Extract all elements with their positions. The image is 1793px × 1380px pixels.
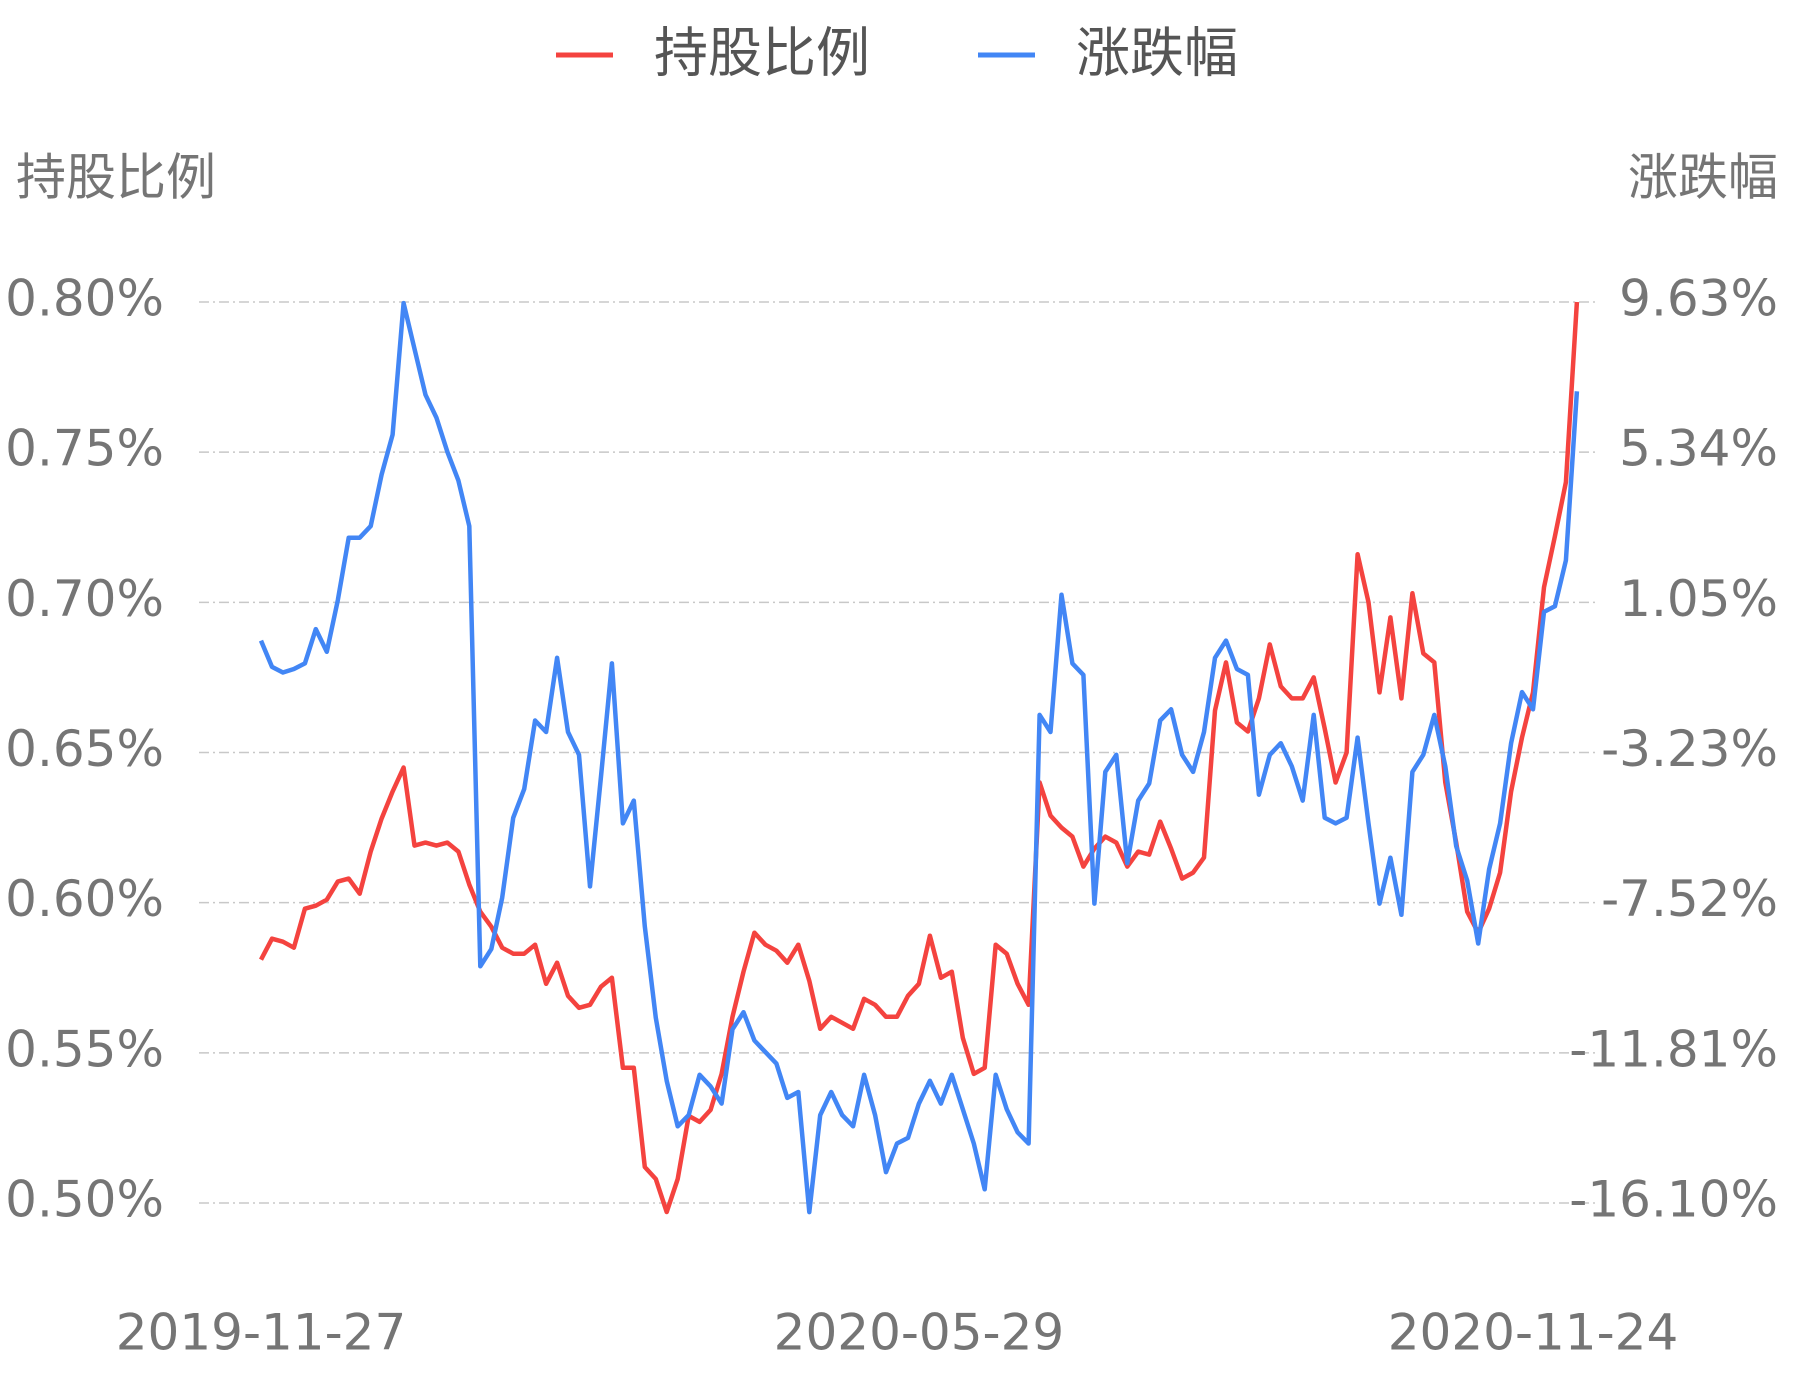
y-tick-label: 0.60% bbox=[5, 870, 164, 928]
y2-tick-label: 5.34% bbox=[1619, 420, 1778, 478]
y2-tick-label: -3.23% bbox=[1601, 720, 1778, 778]
y-axis-label: 持股比例 bbox=[16, 149, 216, 207]
y2-tick-label: 9.63% bbox=[1619, 270, 1778, 328]
series-line bbox=[258, 300, 1580, 1215]
y2-tick-label: -7.52% bbox=[1601, 870, 1778, 928]
legend-label: 涨跌幅 bbox=[1076, 22, 1238, 85]
y-tick-label: 0.70% bbox=[5, 570, 164, 628]
x-tick-label: 2019-11-27 bbox=[116, 1304, 407, 1362]
series-line bbox=[259, 301, 1580, 1215]
legend-label: 持股比例 bbox=[654, 22, 870, 85]
y2-tick-label: -16.10% bbox=[1569, 1171, 1778, 1229]
y2-tick-label: -11.81% bbox=[1569, 1020, 1778, 1078]
y-tick-label: 0.65% bbox=[5, 720, 164, 778]
y2-tick-label: 1.05% bbox=[1619, 570, 1778, 628]
y-tick-label: 0.50% bbox=[5, 1171, 164, 1229]
y2-axis-label: 涨跌幅 bbox=[1628, 149, 1778, 207]
x-tick-label: 2020-11-24 bbox=[1388, 1304, 1679, 1362]
y-tick-label: 0.80% bbox=[5, 270, 164, 328]
y-tick-label: 0.75% bbox=[5, 420, 164, 478]
y-tick-label: 0.55% bbox=[5, 1020, 164, 1078]
x-tick-label: 2020-05-29 bbox=[774, 1304, 1065, 1362]
